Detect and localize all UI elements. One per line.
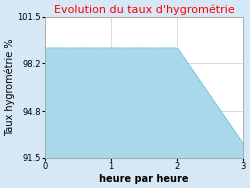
X-axis label: heure par heure: heure par heure <box>100 174 189 184</box>
Title: Evolution du taux d'hygrométrie: Evolution du taux d'hygrométrie <box>54 4 234 15</box>
Y-axis label: Taux hygrométrie %: Taux hygrométrie % <box>4 39 15 136</box>
